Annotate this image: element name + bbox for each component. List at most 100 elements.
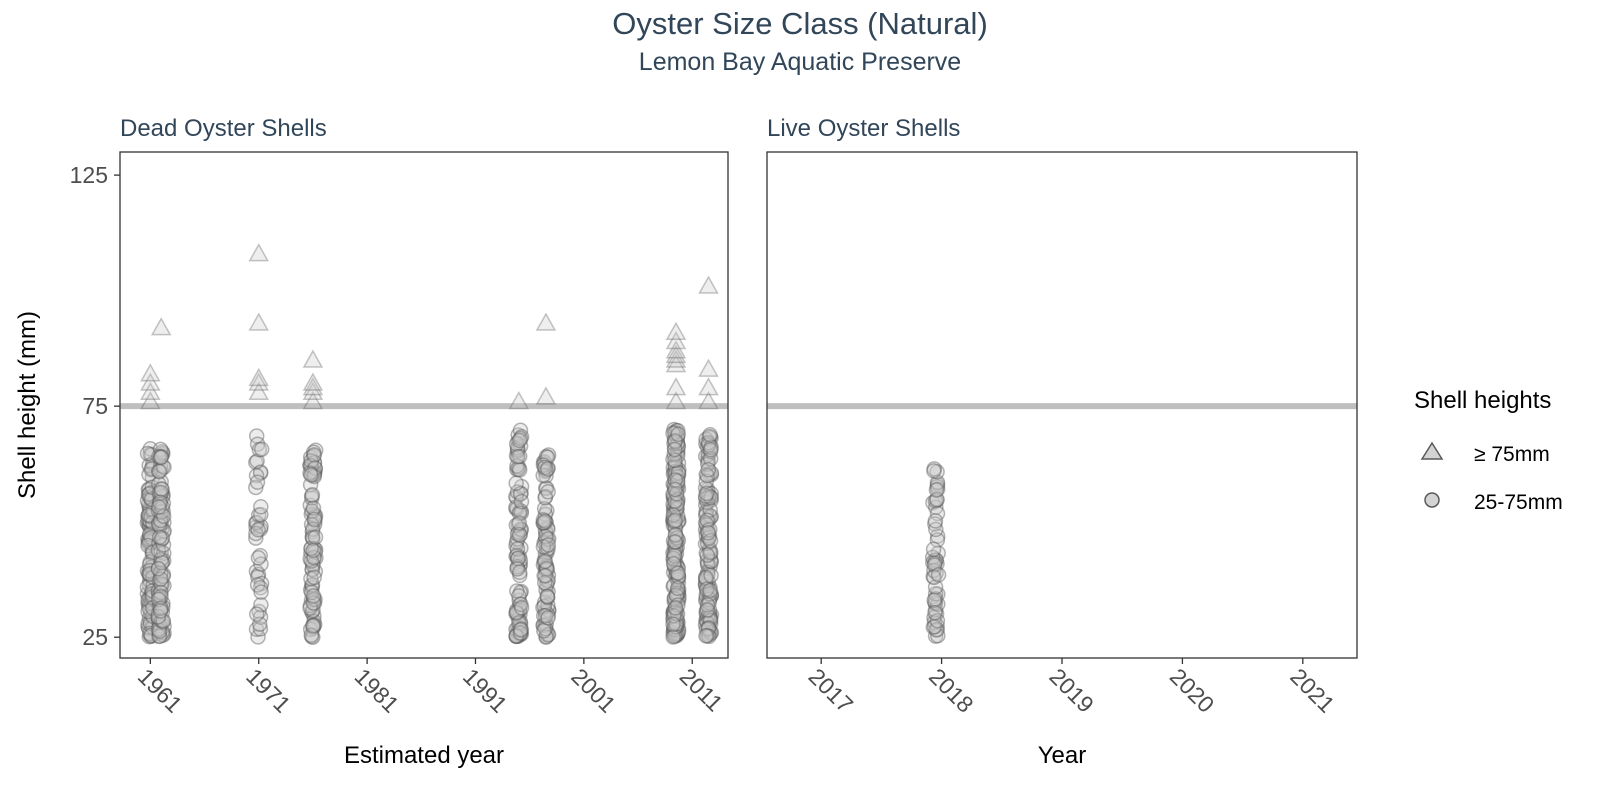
data-point [513, 621, 529, 637]
data-point [540, 447, 557, 463]
data-point [152, 496, 168, 513]
data-point [668, 626, 684, 643]
series-2017.95 [924, 461, 947, 644]
data-point [150, 502, 167, 519]
data-point [513, 600, 530, 616]
data-point [509, 621, 526, 637]
data-point [156, 459, 172, 475]
data-point [669, 530, 685, 546]
data-point [927, 555, 943, 571]
data-point [698, 613, 715, 629]
data-point [665, 623, 682, 640]
data-point [303, 545, 319, 562]
data-point [142, 513, 158, 529]
data-point [154, 444, 170, 460]
data-point [145, 552, 161, 568]
data-point [513, 478, 530, 495]
data-point [305, 617, 321, 633]
data-point [668, 545, 685, 562]
data-point [153, 532, 170, 548]
data-point [142, 567, 158, 583]
data-point [928, 565, 944, 581]
data-point [699, 494, 715, 511]
data-point [152, 441, 169, 458]
data-point [253, 584, 269, 600]
data-point [929, 555, 945, 572]
data-point [666, 446, 682, 463]
data-point [302, 465, 318, 481]
data-point [142, 485, 158, 501]
data-point [154, 481, 170, 498]
series-2009.5 [665, 321, 687, 645]
data-point [153, 484, 169, 500]
data-point [539, 519, 556, 536]
data-point [139, 445, 156, 462]
data-point-large [698, 358, 719, 377]
data-point [667, 526, 684, 543]
data-point [536, 535, 552, 551]
data-point [509, 458, 525, 474]
data-point [508, 604, 525, 621]
data-point [538, 468, 554, 484]
data-point [508, 475, 524, 491]
data-point [668, 501, 684, 518]
data-point [699, 602, 716, 618]
data-point [511, 459, 527, 475]
data-point [536, 554, 553, 571]
data-point [141, 486, 158, 502]
data-point [926, 618, 943, 635]
data-point [930, 627, 946, 644]
data-point [154, 521, 170, 537]
data-point [508, 489, 525, 506]
data-point [250, 522, 266, 538]
data-point [698, 466, 714, 483]
data-point [303, 516, 320, 533]
data-point [509, 440, 526, 456]
data-point [152, 564, 169, 581]
data-point [151, 589, 168, 606]
data-point [925, 541, 942, 558]
data-point [252, 621, 269, 637]
data-point [929, 528, 946, 544]
data-point [508, 517, 525, 533]
data-point [537, 553, 554, 569]
data-point [150, 591, 167, 608]
data-point [667, 432, 683, 449]
data-point [665, 551, 681, 567]
data-point [537, 513, 554, 530]
series-1962 [150, 317, 172, 645]
data-point [930, 567, 947, 583]
data-point [667, 548, 683, 565]
data-point [697, 570, 714, 586]
data-point [699, 535, 716, 552]
data-point [143, 485, 160, 501]
data-point [537, 567, 554, 584]
data-point [703, 508, 719, 524]
data-point [143, 519, 160, 536]
data-point [698, 621, 715, 638]
data-point [924, 549, 941, 566]
data-point [697, 480, 714, 496]
data-point [536, 568, 552, 584]
data-point [703, 509, 719, 526]
data-point [508, 628, 524, 644]
data-point [701, 591, 718, 608]
data-point [150, 516, 167, 533]
data-point [152, 449, 169, 466]
data-point [670, 597, 686, 613]
data-point-large [302, 391, 324, 410]
data-point [670, 585, 687, 601]
data-point [700, 484, 716, 500]
data-point [670, 467, 687, 483]
data-point [703, 554, 720, 570]
data-point [307, 544, 323, 560]
data-point [303, 467, 319, 483]
data-point [927, 579, 944, 595]
data-point [140, 487, 157, 503]
data-point [698, 606, 715, 622]
data-point [154, 530, 171, 546]
data-point [665, 510, 681, 526]
data-point [248, 454, 264, 471]
data-point [151, 628, 167, 645]
data-point [513, 429, 530, 445]
